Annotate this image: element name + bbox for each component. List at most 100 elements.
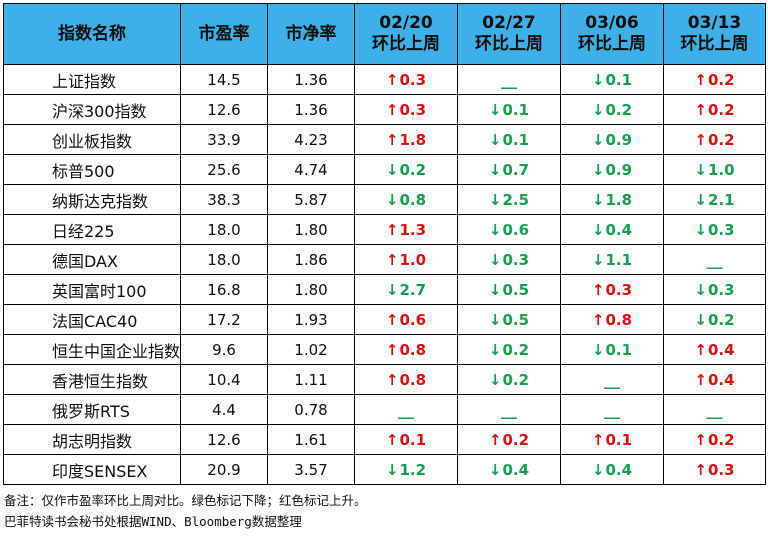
- unchanged-mark: __: [604, 400, 620, 419]
- table-body: 上证指数 14.5 1.36 ↑ 0.3 __ ↓ 0.1 ↑ 0.2 沪深300指数 12.6 1.3…: [3, 64, 766, 485]
- table-row: 法国CAC40 17.2 1.93 ↑ 0.6 ↓ 0.5 ↑ 0.8 ↓ 0.2: [3, 304, 766, 335]
- header-pe: 市盈率: [180, 3, 268, 65]
- change-number: 0.2: [605, 101, 633, 119]
- arrow-up-icon: ↑: [694, 101, 707, 119]
- weekly-change-cell: ↑ 0.2: [663, 124, 766, 155]
- change-value: ↑ 0.3: [694, 461, 734, 479]
- arrow-up-icon: ↑: [488, 431, 502, 449]
- table-row: 上证指数 14.5 1.36 ↑ 0.3 __ ↓ 0.1 ↑ 0.2: [3, 64, 766, 95]
- arrow-down-icon: ↓: [488, 281, 502, 299]
- pb-cell: 1.80: [267, 274, 355, 305]
- pe-cell: 12.6: [180, 94, 268, 125]
- arrow-down-icon: ↓: [694, 281, 707, 299]
- pb-cell: 1.36: [267, 64, 355, 95]
- index-name-cell: 创业板指数: [3, 124, 181, 155]
- change-number: 0.2: [708, 71, 735, 89]
- change-value: ↑ 0.3: [592, 281, 632, 299]
- header-index-name: 指数名称: [3, 3, 181, 65]
- unchanged-mark: __: [398, 400, 414, 419]
- header-week-2: 02/27 环比上周: [457, 3, 561, 65]
- weekly-change-cell: ↓ 0.4: [560, 214, 664, 245]
- change-value: ↓ 0.3: [694, 281, 734, 299]
- pb-cell: 4.23: [267, 124, 355, 155]
- change-value: ↓ 2.1: [694, 191, 734, 209]
- arrow-up-icon: ↑: [385, 221, 399, 239]
- arrow-down-icon: ↓: [488, 251, 502, 269]
- arrow-down-icon: ↓: [591, 161, 605, 179]
- change-value: ↓ 2.5: [489, 191, 529, 209]
- change-number: 0.9: [605, 161, 633, 179]
- weekly-change-cell: ↑ 0.8: [354, 364, 458, 395]
- pb-cell: 1.11: [267, 364, 355, 395]
- weekly-change-cell: ↓ 0.9: [560, 154, 664, 185]
- change-number: 0.2: [502, 371, 530, 389]
- change-value: ↓ 0.4: [592, 461, 632, 479]
- weekly-change-cell: __: [663, 394, 766, 425]
- change-number: 0.1: [605, 431, 633, 449]
- change-value: ↑ 1.3: [386, 221, 426, 239]
- arrow-down-icon: ↓: [591, 131, 605, 149]
- change-number: 0.1: [502, 101, 530, 119]
- change-number: 0.3: [708, 461, 735, 479]
- weekly-change-cell: ↓ 1.0: [663, 154, 766, 185]
- header-change-label: 环比上周: [372, 34, 440, 54]
- change-value: ↓ 0.3: [694, 221, 734, 239]
- arrow-up-icon: ↑: [385, 251, 399, 269]
- change-value: ↓ 0.1: [592, 341, 632, 359]
- index-name-cell: 印度SENSEX: [3, 454, 181, 485]
- index-name-cell: 德国DAX: [3, 244, 181, 275]
- arrow-up-icon: ↑: [591, 281, 605, 299]
- arrow-up-icon: ↑: [385, 311, 399, 329]
- weekly-change-cell: __: [354, 394, 458, 425]
- pb-cell: 4.74: [267, 154, 355, 185]
- change-value: ↑ 1.8: [386, 131, 426, 149]
- weekly-change-cell: ↑ 0.8: [560, 304, 664, 335]
- change-number: 2.5: [502, 191, 530, 209]
- pe-cell: 20.9: [180, 454, 268, 485]
- header-change-label: 环比上周: [578, 34, 646, 54]
- pb-cell: 5.87: [267, 184, 355, 215]
- arrow-down-icon: ↓: [488, 461, 502, 479]
- header-date: 03/13: [687, 13, 742, 33]
- header-date: 03/06: [585, 13, 639, 33]
- change-value: ↓ 0.5: [489, 311, 529, 329]
- change-number: 0.4: [605, 221, 633, 239]
- arrow-down-icon: ↓: [694, 191, 707, 209]
- change-value: ↓ 0.2: [694, 311, 734, 329]
- arrow-down-icon: ↓: [488, 101, 502, 119]
- index-name-cell: 英国富时100: [3, 274, 181, 305]
- change-number: 1.2: [399, 461, 427, 479]
- change-number: 0.8: [399, 371, 427, 389]
- weekly-change-cell: ↑ 0.3: [354, 64, 458, 95]
- weekly-change-cell: ↑ 1.3: [354, 214, 458, 245]
- change-number: 1.8: [399, 131, 427, 149]
- weekly-change-cell: ↑ 1.8: [354, 124, 458, 155]
- change-value: ↑ 0.4: [694, 371, 734, 389]
- change-number: 0.3: [399, 101, 427, 119]
- weekly-change-cell: ↑ 0.3: [663, 454, 766, 485]
- pe-cell: 10.4: [180, 364, 268, 395]
- change-number: 0.2: [502, 431, 530, 449]
- change-number: 0.4: [708, 341, 735, 359]
- table-row: 德国DAX 18.0 1.86 ↑ 1.0 ↓ 0.3 ↓ 1.1 __: [3, 244, 766, 275]
- unchanged-mark: __: [706, 400, 723, 419]
- arrow-down-icon: ↓: [591, 191, 605, 209]
- pe-cell: 18.0: [180, 214, 268, 245]
- change-number: 0.2: [708, 431, 735, 449]
- arrow-down-icon: ↓: [694, 311, 707, 329]
- change-number: 1.0: [399, 251, 427, 269]
- change-value: ↓ 1.1: [592, 251, 632, 269]
- weekly-change-cell: ↓ 0.1: [457, 94, 561, 125]
- table-header-row: 指数名称 市盈率 市净率 02/20 环比上周 02/27 环比上周 03/06 环比…: [3, 3, 766, 65]
- table-row: 日经225 18.0 1.80 ↑ 1.3 ↓ 0.6 ↓ 0.4 ↓ 0.3: [3, 214, 766, 245]
- weekly-change-cell: ↑ 1.0: [354, 244, 458, 275]
- index-name-cell: 上证指数: [3, 64, 181, 95]
- change-value: ↓ 2.7: [386, 281, 426, 299]
- weekly-change-cell: ↓ 2.7: [354, 274, 458, 305]
- change-number: 1.3: [399, 221, 427, 239]
- change-number: 0.6: [502, 221, 530, 239]
- header-pb: 市净率: [267, 3, 355, 65]
- change-value: ↓ 0.4: [592, 221, 632, 239]
- arrow-up-icon: ↑: [694, 431, 707, 449]
- table-row: 创业板指数 33.9 4.23 ↑ 1.8 ↓ 0.1 ↓ 0.9 ↑ 0.2: [3, 124, 766, 155]
